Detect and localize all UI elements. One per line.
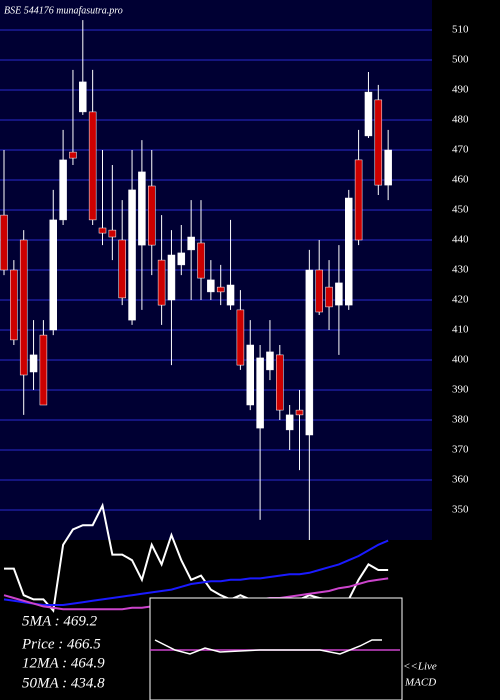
candle-body xyxy=(59,159,67,221)
macd-label: MACD xyxy=(404,677,436,689)
candle-body xyxy=(69,151,77,159)
candle-body xyxy=(177,252,186,266)
candle-body xyxy=(187,236,195,251)
candle-body xyxy=(295,409,304,416)
y-tick-label: 450 xyxy=(452,204,469,216)
y-tick-label: 480 xyxy=(452,114,469,126)
candle-body xyxy=(88,111,97,221)
macd-inset xyxy=(149,597,403,700)
candle-body xyxy=(0,214,8,271)
candle-body xyxy=(335,282,343,306)
y-tick-label: 380 xyxy=(452,414,469,426)
y-tick-label: 350 xyxy=(452,504,469,516)
candle-body xyxy=(256,357,264,429)
y-tick-label: 510 xyxy=(452,24,469,36)
ma-label: 50MA : 434.8 xyxy=(22,675,105,691)
candle-body xyxy=(236,309,245,366)
candle-body xyxy=(374,99,383,186)
candle-body xyxy=(285,414,294,431)
candle-body xyxy=(98,227,107,234)
macd-label: <<Live xyxy=(403,661,437,673)
ma-label: 5MA : 469.2 xyxy=(22,613,98,629)
candle-body xyxy=(128,189,136,321)
candle-body xyxy=(384,149,392,186)
candle-body xyxy=(216,286,225,293)
candle-body xyxy=(354,159,363,241)
y-tick-label: 490 xyxy=(452,84,469,96)
y-tick-label: 440 xyxy=(452,234,469,246)
candle-body xyxy=(364,91,373,137)
candle-body xyxy=(305,269,314,436)
candle-body xyxy=(10,269,18,341)
candle-body xyxy=(246,344,254,406)
y-tick-label: 370 xyxy=(452,444,469,456)
candle-body xyxy=(138,171,146,246)
y-tick-label: 430 xyxy=(452,264,469,276)
candle-body xyxy=(276,354,284,411)
price-label: Price : 466.5 xyxy=(21,636,101,652)
chart-title: BSE 544176 munafasutra.pro xyxy=(4,5,123,16)
y-tick-label: 460 xyxy=(452,174,469,186)
candle-body xyxy=(266,351,274,371)
candle-body xyxy=(325,286,333,308)
candle-body xyxy=(29,354,38,373)
indicator-line xyxy=(3,539,389,606)
candle-body xyxy=(315,269,323,313)
candle-body xyxy=(226,284,235,306)
y-tick-label: 420 xyxy=(452,294,469,306)
y-tick-label: 390 xyxy=(452,384,469,396)
y-tick-label: 500 xyxy=(452,54,469,66)
candle-body xyxy=(345,197,353,306)
y-tick-label: 410 xyxy=(452,324,469,336)
candle-body xyxy=(108,229,117,238)
candle-body xyxy=(49,219,57,331)
candle-body xyxy=(148,185,156,246)
candle-body xyxy=(197,242,205,279)
candle-body xyxy=(157,259,166,306)
y-tick-label: 470 xyxy=(452,144,469,156)
candle-body xyxy=(39,334,48,406)
candle-body xyxy=(207,279,215,293)
ma-label: 12MA : 464.9 xyxy=(22,655,105,671)
candle-body xyxy=(118,239,126,299)
macd-line xyxy=(154,639,382,655)
y-tick-label: 400 xyxy=(452,354,469,366)
candle-body xyxy=(167,254,176,301)
candle-body xyxy=(79,81,87,113)
candle-body xyxy=(19,239,28,376)
y-tick-label: 360 xyxy=(452,474,469,486)
